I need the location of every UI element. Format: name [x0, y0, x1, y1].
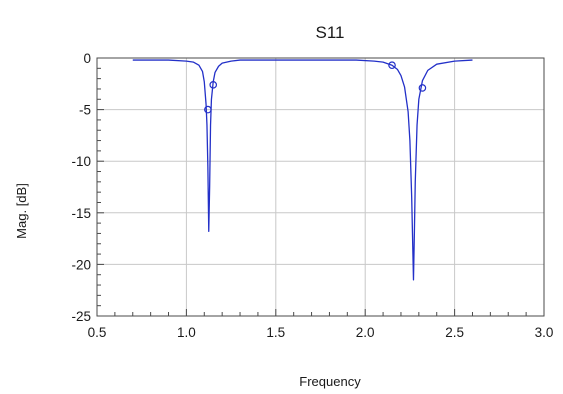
series-layer	[132, 59, 473, 281]
y-tick-label: 0	[83, 51, 91, 66]
s11-series-line	[132, 59, 473, 281]
chart-title: S11	[316, 23, 345, 42]
series-marker	[204, 105, 212, 114]
y-tick-label: -20	[71, 257, 91, 272]
y-tick-label: -10	[71, 154, 91, 169]
x-tick-label: 3.0	[535, 325, 554, 340]
x-axis-label: Frequency	[299, 374, 361, 389]
x-tick-label: 0.5	[88, 325, 107, 340]
y-tick-label: -5	[79, 103, 91, 118]
x-tick-label: 2.0	[356, 325, 375, 340]
y-tick-label: -25	[71, 309, 91, 324]
x-tick-label: 2.5	[445, 325, 464, 340]
series-marker	[418, 84, 427, 92]
x-tick-label: 1.0	[177, 325, 196, 340]
series-marker	[388, 61, 396, 70]
x-tick-labels: 0.5 1.0 1.5 2.0 2.5 3.0	[88, 325, 554, 340]
y-tick-labels: 0 -5 -10 -15 -20 -25	[71, 51, 91, 324]
grid-lines	[97, 58, 544, 316]
plot-frame	[96, 57, 545, 317]
series-marker	[209, 81, 218, 89]
x-tick-label: 1.5	[266, 325, 285, 340]
axis-ticks	[96, 57, 545, 317]
y-axis-label: Mag. [dB]	[14, 183, 29, 239]
marker-layer	[204, 61, 427, 114]
y-tick-label: -15	[71, 206, 91, 221]
